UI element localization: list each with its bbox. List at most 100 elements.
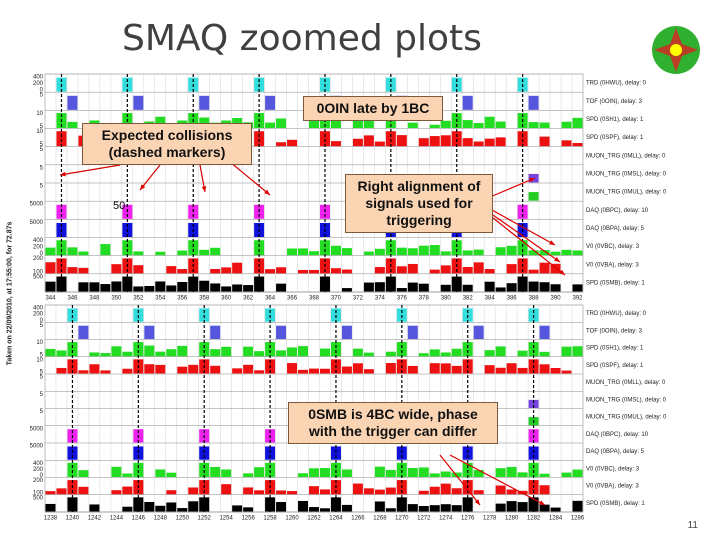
arrow-head (60, 171, 66, 177)
x-tick-label: 1272 (417, 516, 431, 522)
signal-bar (440, 363, 451, 374)
signal-bar (539, 122, 550, 128)
signal-bar (341, 469, 352, 477)
arrow (449, 454, 546, 506)
channel-label: V0 (0VBC), delay: 3 (586, 244, 640, 250)
signal-bar (341, 269, 352, 274)
x-tick-label: 386 (507, 296, 518, 302)
signal-bar (330, 446, 341, 460)
x-tick-label: 348 (89, 296, 100, 302)
signal-bar (122, 486, 133, 495)
signal-bar (363, 282, 374, 292)
signal-bar (111, 346, 122, 357)
signal-bar (330, 462, 341, 477)
signal-bar (56, 350, 67, 357)
signal-bar (418, 245, 429, 256)
signal-bar (122, 240, 133, 256)
signal-bar (254, 370, 265, 374)
signal-bar (122, 351, 133, 357)
signal-bar (418, 505, 429, 512)
signal-bar (374, 248, 385, 256)
signal-bar (177, 269, 188, 274)
row-axis-label: 400 (33, 306, 44, 312)
signal-bar (177, 345, 188, 357)
row-axis-label: 200 (33, 467, 44, 473)
signal-bar (517, 490, 528, 495)
channel-label: MUON_TRG (0MLL), delay: 0 (586, 380, 666, 386)
signal-bar (78, 370, 89, 374)
signal-bar (374, 267, 385, 274)
signal-bar (67, 446, 78, 460)
signal-bar (561, 346, 572, 357)
signal-bar (429, 349, 440, 357)
signal-bar (550, 507, 561, 512)
signal-bar (78, 251, 89, 256)
x-tick-label: 1246 (132, 516, 146, 522)
signal-bar (374, 466, 385, 477)
x-tick-label: 1262 (307, 516, 321, 522)
x-tick-label: 390 (551, 296, 562, 302)
signal-bar (385, 487, 396, 495)
signal-bar (144, 285, 155, 292)
signal-bar (221, 346, 232, 357)
arrow-head (529, 178, 535, 183)
signal-bar (111, 466, 122, 477)
signal-bar (210, 365, 221, 374)
signal-bar (539, 325, 550, 339)
row-axis-label: 5 (40, 184, 44, 190)
signal-bar (385, 508, 396, 512)
x-tick-label: 1274 (439, 516, 453, 522)
signal-bar (210, 466, 221, 477)
channel-label: DAQ (0BPA), delay: 5 (586, 449, 645, 455)
signal-bar (89, 364, 100, 374)
signal-bar (276, 350, 287, 357)
signal-bar (572, 346, 583, 357)
signal-bar (418, 283, 429, 292)
signal-bar (144, 364, 155, 374)
signal-bar (276, 267, 287, 274)
signal-bar (528, 122, 539, 128)
arrow-head (559, 269, 565, 275)
signal-bar (528, 446, 539, 460)
signal-bar (309, 468, 319, 477)
signal-bar (298, 500, 309, 512)
channel-label: TRD (0HWU), delay: 0 (586, 311, 647, 317)
side-label: Taken on 22/09/2010, at 17:55:00, for 72… (6, 221, 14, 366)
signal-bar (155, 281, 166, 292)
signal-bar (199, 446, 210, 460)
signal-bar (528, 269, 539, 274)
row-axis-label: 0 (40, 318, 44, 324)
signal-bar (374, 141, 385, 147)
signal-bar (473, 325, 484, 339)
channel-label: TOF (0OIN), delay: 3 (586, 328, 643, 334)
signal-bar (309, 251, 319, 256)
signal-bar (396, 342, 407, 357)
signal-bar (319, 368, 330, 374)
signal-bar (309, 269, 319, 274)
signal-bar (111, 490, 122, 495)
row-axis-label: 5 (40, 142, 44, 148)
signal-bar (155, 364, 166, 374)
signal-bar (440, 251, 451, 256)
signal-bar (188, 364, 199, 374)
signal-bar (341, 325, 352, 339)
signal-bar (243, 473, 254, 477)
signal-bar (462, 462, 473, 477)
signal-bar (396, 446, 407, 460)
signal-bar (374, 489, 385, 495)
signal-bar (440, 352, 451, 357)
arrow-head (264, 189, 270, 195)
row-axis-label: 400 (33, 461, 44, 467)
signal-bar (341, 504, 352, 512)
signal-bar (396, 288, 407, 292)
signal-bar (506, 363, 517, 374)
signal-bar (56, 367, 67, 374)
signal-bar (67, 462, 78, 477)
channel-label: DAQ (0BPC), delay: 10 (586, 432, 649, 438)
row-axis-label: 5 (40, 93, 44, 99)
signal-bar (287, 363, 298, 374)
signal-bar (319, 240, 330, 256)
row-axis-label: 10 (36, 111, 43, 117)
signal-bar (418, 138, 429, 147)
